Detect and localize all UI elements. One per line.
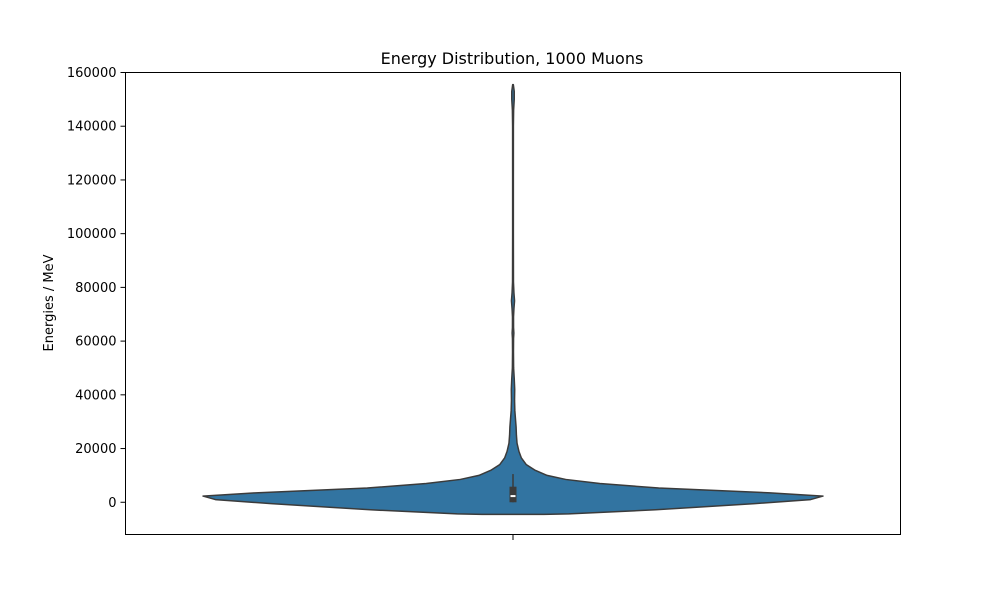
y-tick-label: 140000 bbox=[67, 120, 117, 135]
y-tick-label: 60000 bbox=[75, 335, 116, 350]
y-tick-label: 80000 bbox=[75, 281, 116, 296]
y-tick-label: 120000 bbox=[67, 173, 117, 188]
violin-median-marker bbox=[510, 495, 516, 498]
y-tick-label: 40000 bbox=[75, 388, 116, 403]
chart-title: Energy Distribution, 1000 Muons bbox=[381, 49, 644, 68]
plot-area bbox=[202, 83, 824, 516]
y-axis-ticks: 0 20000 40000 60000 80000 100000 120000 140000 1… bbox=[67, 66, 126, 511]
violin-body bbox=[202, 83, 824, 516]
y-tick-label: 20000 bbox=[75, 442, 116, 457]
y-tick-label: 160000 bbox=[67, 66, 117, 81]
violin-iqr-box bbox=[509, 486, 517, 503]
y-tick-label: 100000 bbox=[67, 227, 117, 242]
y-tick-label: 0 bbox=[108, 496, 116, 511]
plot-frame bbox=[125, 72, 901, 535]
y-axis-label: Energies / MeV bbox=[42, 254, 57, 351]
